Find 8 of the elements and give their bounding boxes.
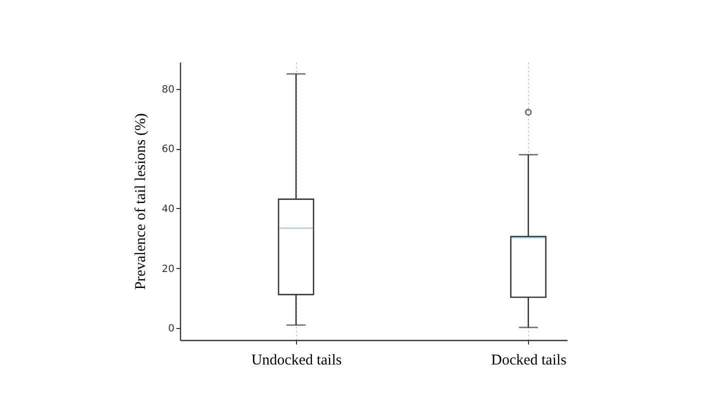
y-tick-label: 80 bbox=[162, 84, 174, 96]
y-tick-label: 20 bbox=[162, 264, 174, 275]
y-axis-title: Prevalence of tail lesions (%) bbox=[132, 113, 149, 290]
x-tick-label: Undocked tails bbox=[251, 352, 342, 368]
x-tick-label: Docked tails bbox=[491, 352, 567, 368]
y-tick-label: 60 bbox=[162, 144, 174, 156]
y-tick-label: 40 bbox=[162, 204, 174, 215]
y-tick-label: 0 bbox=[168, 324, 174, 335]
